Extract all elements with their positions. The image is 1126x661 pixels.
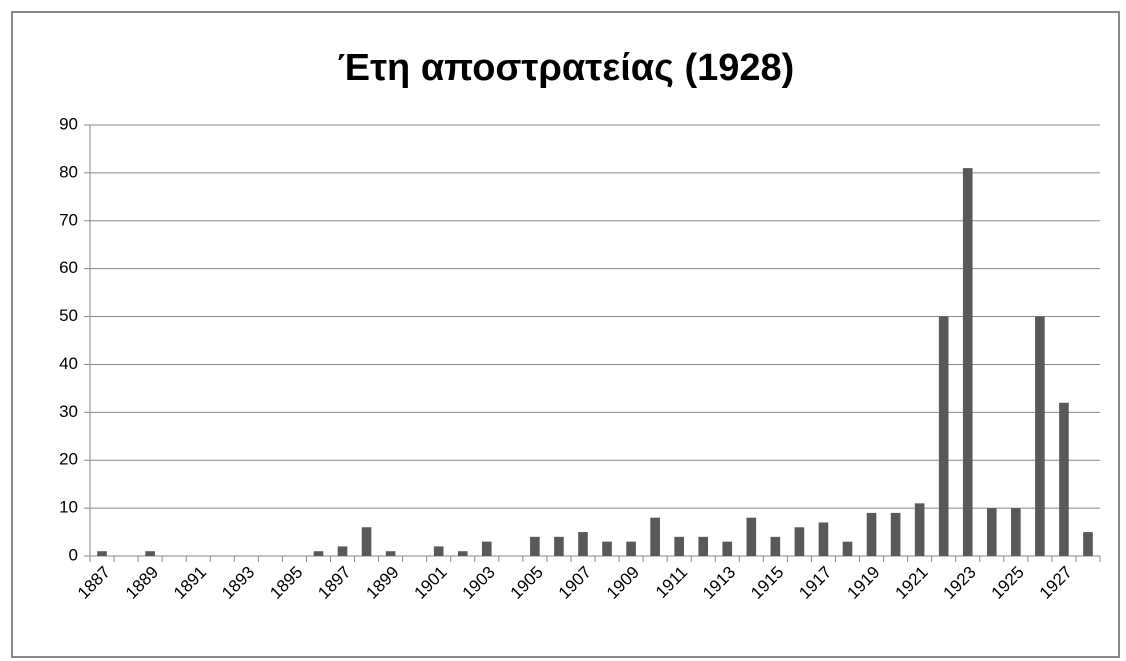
bar [97, 551, 107, 556]
bar [818, 522, 829, 556]
bar [145, 551, 155, 556]
bar [1035, 316, 1045, 556]
bar [626, 541, 636, 556]
bar [698, 536, 709, 556]
bar [602, 541, 612, 556]
y-tick-label: 10 [59, 498, 78, 517]
bar [914, 503, 925, 556]
bar [337, 546, 348, 556]
y-tick-label: 0 [69, 545, 78, 564]
bar [722, 541, 733, 556]
bar [385, 551, 396, 556]
y-tick-label: 70 [59, 210, 78, 229]
bar [578, 532, 588, 556]
bar [530, 536, 540, 556]
bar [361, 527, 372, 556]
bar [770, 536, 781, 556]
bar [986, 508, 997, 556]
bar [938, 316, 949, 556]
y-tick-label: 50 [59, 306, 78, 325]
chart-title: Έτη αποστρατείας (1928) [338, 47, 795, 89]
bar [1083, 532, 1093, 556]
bar [1011, 508, 1021, 556]
y-tick-label: 80 [59, 162, 78, 181]
chart-frame [11, 11, 1120, 658]
bar [650, 517, 660, 556]
bar [1059, 402, 1069, 556]
y-tick-label: 40 [59, 354, 78, 373]
bar [457, 551, 468, 556]
y-tick-label: 20 [59, 450, 78, 469]
bar [313, 551, 324, 556]
bar [866, 512, 877, 556]
bar [842, 541, 853, 556]
y-tick-label: 30 [59, 402, 78, 421]
y-tick-label: 60 [59, 258, 78, 277]
bar [554, 536, 564, 556]
bar [890, 512, 901, 556]
bar [794, 527, 805, 556]
bar [481, 541, 492, 556]
bar [746, 517, 757, 556]
bar [962, 168, 973, 556]
y-tick-label: 90 [59, 114, 78, 133]
bar [674, 536, 684, 556]
bar [433, 546, 444, 556]
